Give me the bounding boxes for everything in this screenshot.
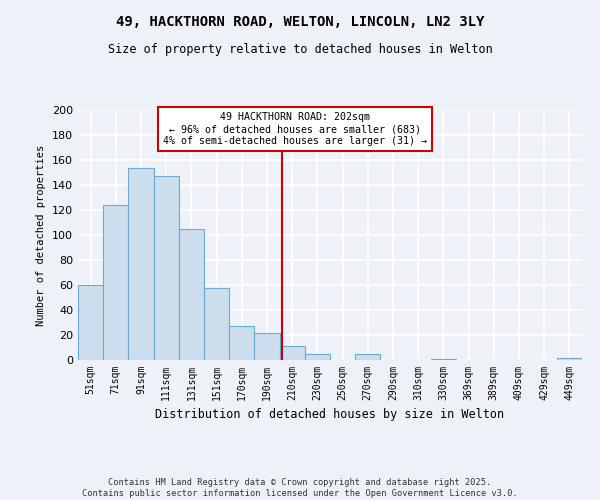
Text: Contains HM Land Registry data © Crown copyright and database right 2025.
Contai: Contains HM Land Registry data © Crown c… xyxy=(82,478,518,498)
Bar xyxy=(557,358,582,360)
Bar xyxy=(204,288,229,360)
Text: 49 HACKTHORN ROAD: 202sqm
← 96% of detached houses are smaller (683)
4% of semi-: 49 HACKTHORN ROAD: 202sqm ← 96% of detac… xyxy=(163,112,427,146)
Bar xyxy=(103,205,128,360)
Text: 49, HACKTHORN ROAD, WELTON, LINCOLN, LN2 3LY: 49, HACKTHORN ROAD, WELTON, LINCOLN, LN2… xyxy=(116,15,484,29)
Text: Size of property relative to detached houses in Welton: Size of property relative to detached ho… xyxy=(107,42,493,56)
Bar xyxy=(305,354,330,360)
Bar xyxy=(280,346,305,360)
Y-axis label: Number of detached properties: Number of detached properties xyxy=(37,144,46,326)
Bar xyxy=(78,285,103,360)
X-axis label: Distribution of detached houses by size in Welton: Distribution of detached houses by size … xyxy=(155,408,505,422)
Bar xyxy=(355,354,380,360)
Bar xyxy=(179,229,204,360)
Bar xyxy=(128,168,154,360)
Bar xyxy=(431,359,456,360)
Bar xyxy=(154,176,179,360)
Bar xyxy=(254,332,280,360)
Bar xyxy=(229,326,254,360)
